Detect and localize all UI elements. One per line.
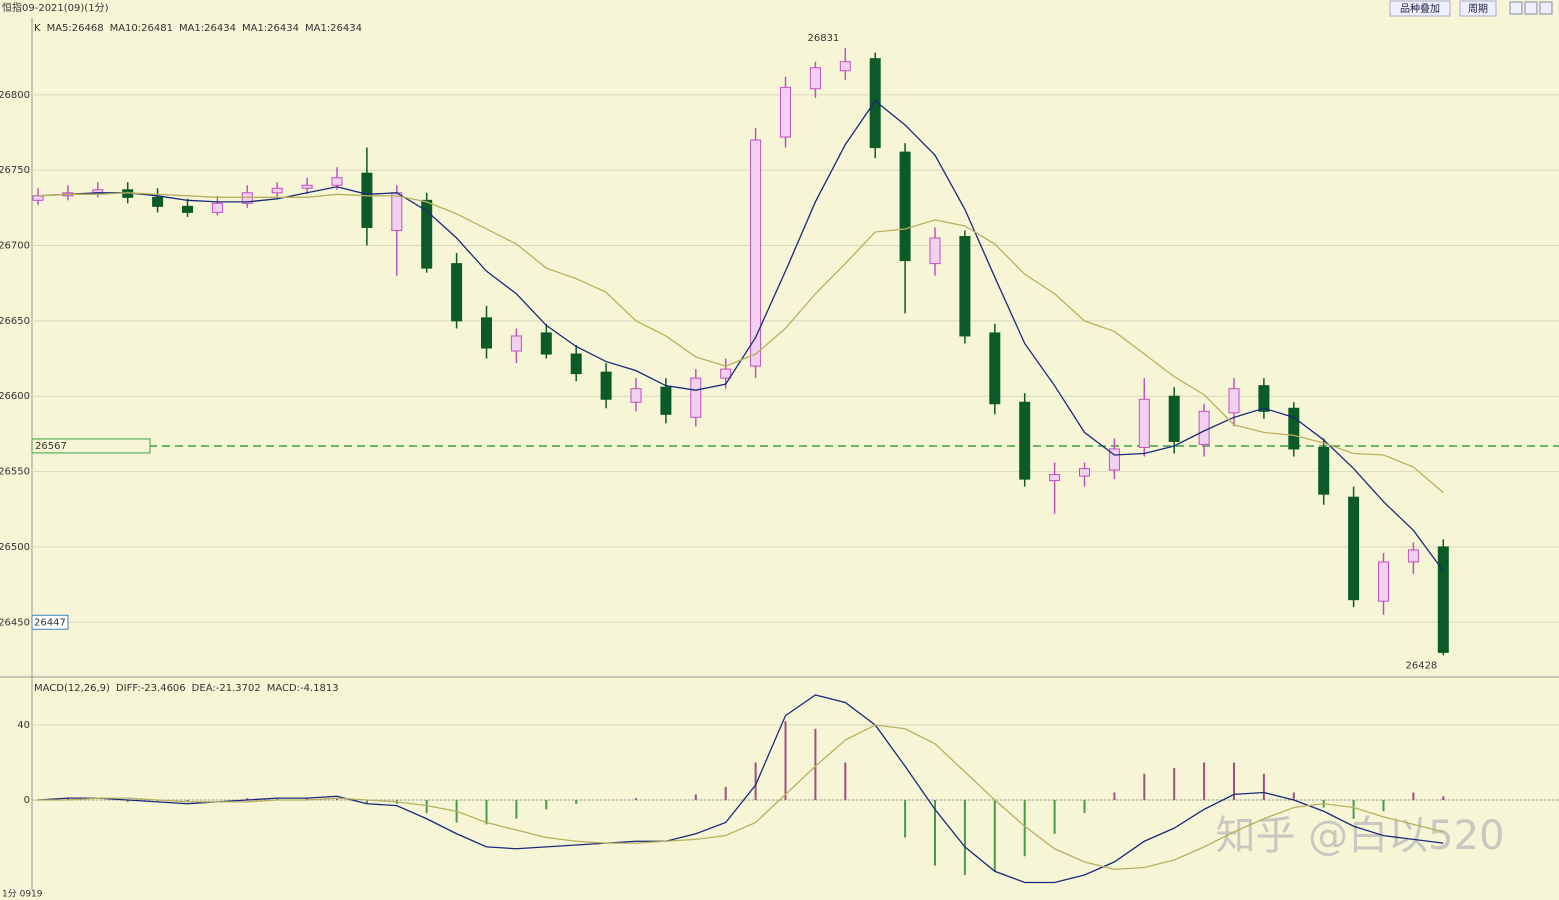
candle-body [1407,549,1419,563]
window-title: 恒指09-2021(09)(1分) [2,1,109,14]
candle-body [540,332,552,355]
candle-body [152,196,164,207]
candle-body [1437,546,1449,653]
window-button[interactable] [1539,1,1553,15]
candle-body [241,192,253,204]
y-tick-label: 26600 [0,391,30,402]
candle-body [271,187,283,194]
y-tick-label: 26750 [0,165,30,176]
legend-entry: DIFF:-23.4606 [116,683,186,694]
legend-entry: MA5:26468 [47,23,104,34]
candle-body [1228,388,1240,414]
button[interactable] [1459,0,1497,17]
candle-body [361,172,373,228]
candle-body [570,353,582,375]
candle-body [630,388,642,403]
candle-body [1019,401,1031,480]
candle-body [1138,398,1150,448]
price-line-label: 26567 [35,441,67,452]
candle-body [451,263,463,322]
y-tick-label: 26500 [0,542,30,553]
y-tick-label: 0 [24,795,30,806]
legend-entry: MA10:26481 [110,23,173,34]
candle-body [1348,496,1360,601]
candle-body [660,386,672,415]
window-button[interactable] [1524,1,1538,15]
candle-body [869,58,881,149]
candle-body [301,184,313,189]
candle-body [1079,468,1090,477]
candle-body [1198,410,1210,445]
candle-body [421,199,433,269]
candle-body [331,177,343,186]
legend-entry: MA1:26434 [242,23,299,34]
candle-body [1108,448,1120,471]
button-label[interactable]: 品种叠加 [1400,2,1440,15]
y-tick-label: 40 [17,720,30,731]
candle-body [510,335,522,352]
footer: 1分 0919 [2,889,43,900]
ma-line [37,99,1444,572]
y-tick-label: 26550 [0,467,30,478]
candle-body [32,195,44,201]
dea-line [38,724,1444,871]
legend-entry: MACD(12,26,9) [34,683,110,694]
current-price-label: 26447 [34,617,66,628]
candle-body [1318,446,1330,495]
dif-line [37,694,1444,884]
candle-body [182,205,193,213]
extreme-label: 26831 [807,33,839,44]
ma-line [37,192,1444,494]
extreme-label: 26428 [1405,660,1437,671]
legend-entry: K [34,23,41,34]
price-line-box [31,438,151,454]
legend-entry: DEA:-21.3702 [192,683,261,694]
candle-body [750,139,762,367]
candle-body [1049,474,1061,482]
button-label[interactable]: 周期 [1468,3,1488,15]
candle-body [1258,385,1270,412]
watermark: 知乎 @白以520 [1215,813,1504,859]
candle-body [481,317,492,349]
legend-entry: MA1:26434 [305,23,362,34]
candle-body [391,192,403,231]
button[interactable] [1389,0,1451,17]
candle-body [600,371,612,400]
candle-body [1288,407,1300,450]
y-tick-label: 26450 [0,617,30,628]
candle-body [839,61,851,72]
candle-body [899,151,911,262]
candle-body [780,86,791,138]
y-tick-label: 26650 [0,316,30,327]
legend-entry: MA1:26434 [179,23,236,34]
candle-body [959,235,971,337]
candle-body [929,237,941,265]
candle-body [1168,395,1180,442]
candle-body [211,202,223,213]
y-tick-label: 26700 [0,241,30,252]
candle-body [989,332,1001,405]
candle-body [1378,561,1389,602]
candle-body [690,377,702,418]
legend-entry: MACD:-4.1813 [267,683,339,694]
y-tick-label: 26800 [0,90,30,101]
current-price-box [31,614,69,630]
candle-body [809,67,821,90]
candle-body [720,368,732,379]
window-button[interactable] [1509,1,1523,15]
